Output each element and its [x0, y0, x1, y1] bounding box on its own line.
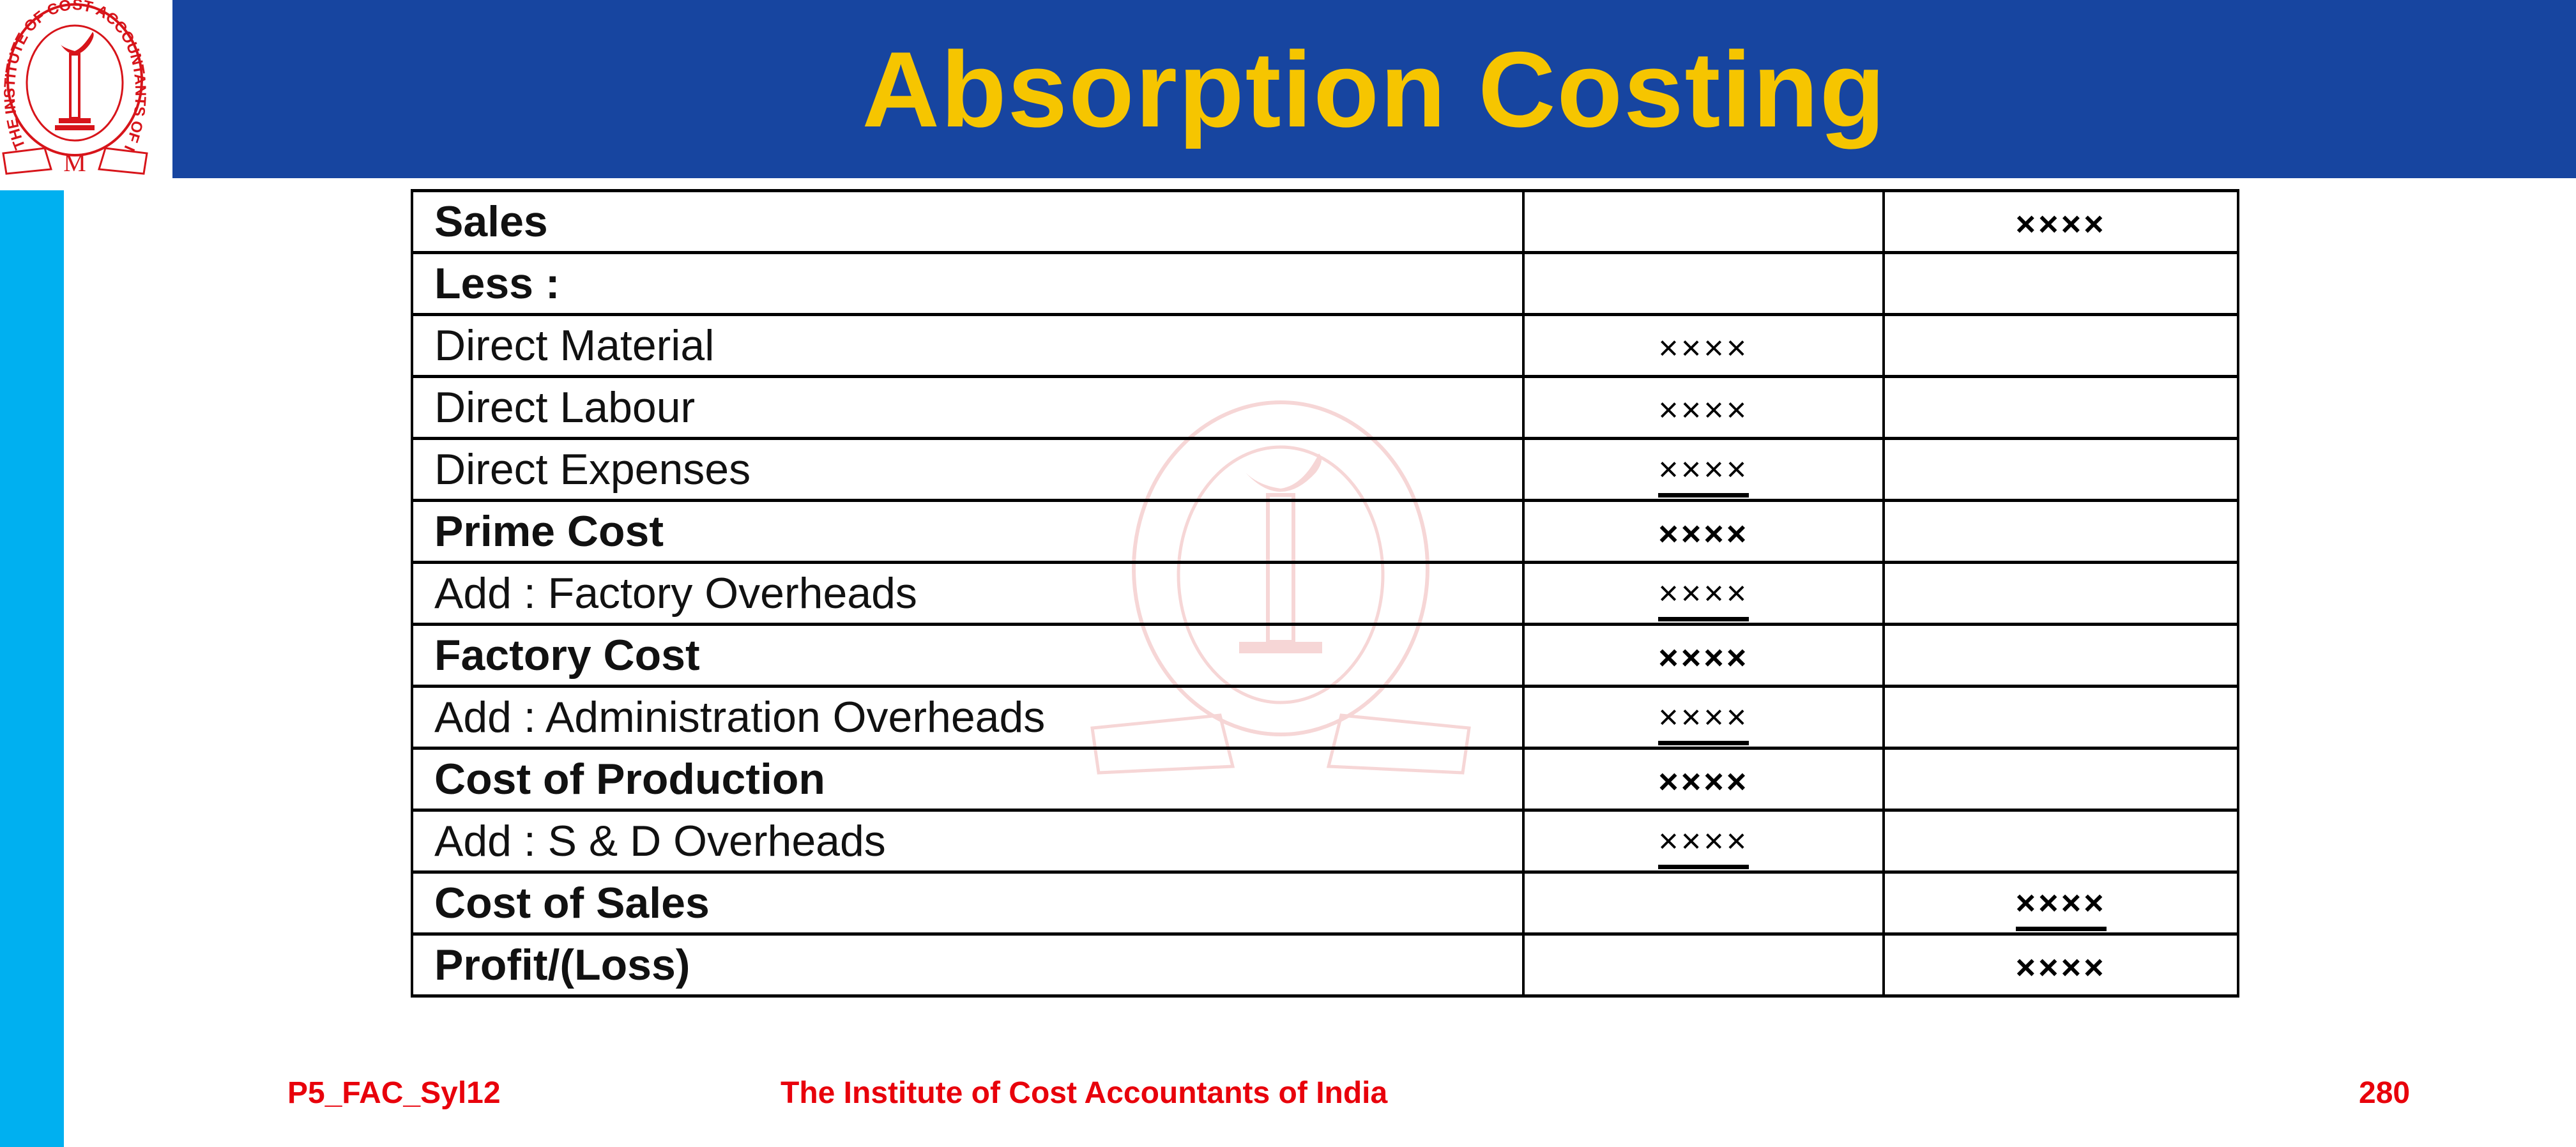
amount-cell: ××××: [1522, 561, 1886, 626]
amount-cell: ××××: [1522, 375, 1886, 440]
row-label: Direct Expenses: [410, 437, 1525, 502]
total-cell: ××××: [1882, 870, 2239, 936]
table-row: Direct Expenses ××××: [410, 437, 2239, 502]
row-label: Cost of Production: [410, 747, 1525, 812]
amount-cell: ××××: [1522, 437, 1886, 502]
title-banner: Absorption Costing: [172, 0, 2576, 178]
total-cell: [1882, 623, 2239, 688]
table-row: Add : Administration Overheads ××××: [410, 685, 2239, 750]
table-row: Sales ××××: [410, 189, 2239, 254]
row-label: Direct Labour: [410, 375, 1525, 440]
amount-cell: ××××: [1522, 499, 1886, 564]
table-row: Cost of Sales ××××: [410, 870, 2239, 936]
institute-logo: THE INSTITUTE OF COST ACCOUNTANTS OF IND…: [0, 0, 150, 179]
footer-page-number: 280: [2359, 1076, 2411, 1110]
row-label: Direct Material: [410, 313, 1525, 378]
table-row: Prime Cost ××××: [410, 499, 2239, 564]
table-row: Profit/(Loss) ××××: [410, 932, 2239, 998]
amount-placeholder: ××××: [1658, 821, 1749, 869]
table-row: Direct Material ××××: [410, 313, 2239, 378]
row-label: Cost of Sales: [410, 870, 1525, 936]
accent-bar: [0, 190, 64, 1147]
svg-text:THE INSTITUTE OF COST ACCOUNTA: THE INSTITUTE OF COST ACCOUNTANTS OF IND…: [0, 0, 149, 154]
row-label: Sales: [410, 189, 1525, 254]
amount-cell: ××××: [1522, 313, 1886, 378]
table-row: Direct Labour ××××: [410, 375, 2239, 440]
total-cell: [1882, 499, 2239, 564]
table-row: Less :: [410, 251, 2239, 316]
table-row: Add : Factory Overheads ××××: [410, 561, 2239, 626]
amount-placeholder: ××××: [1658, 638, 1749, 677]
total-cell: [1882, 375, 2239, 440]
footer-institute: The Institute of Cost Accountants of Ind…: [781, 1076, 1388, 1110]
amount-cell: [1522, 251, 1886, 316]
row-label: Add : Factory Overheads: [410, 561, 1525, 626]
amount-placeholder: ××××: [1658, 514, 1749, 553]
table-row: Cost of Production ××××: [410, 747, 2239, 812]
row-label: Prime Cost: [410, 499, 1525, 564]
footer-code: P5_FAC_Syl12: [287, 1076, 501, 1110]
total-cell: [1882, 251, 2239, 316]
amount-placeholder: ××××: [1658, 697, 1749, 745]
amount-cell: ××××: [1522, 747, 1886, 812]
total-cell: ××××: [1882, 932, 2239, 998]
table-row: Add : S & D Overheads ××××: [410, 809, 2239, 874]
amount-placeholder: ××××: [2015, 883, 2107, 931]
absorption-costing-table: Sales ×××× Less : Direct Material ×××× Direct…: [410, 189, 2239, 998]
amount-cell: [1522, 932, 1886, 998]
row-label: Add : Administration Overheads: [410, 685, 1525, 750]
row-label: Factory Cost: [410, 623, 1525, 688]
amount-placeholder: ××××: [1658, 328, 1749, 367]
row-label: Less :: [410, 251, 1525, 316]
total-cell: [1882, 313, 2239, 378]
amount-placeholder: ××××: [1658, 450, 1749, 498]
svg-text:M: M: [63, 148, 86, 177]
amount-cell: [1522, 870, 1886, 936]
row-label: Add : S & D Overheads: [410, 809, 1525, 874]
total-cell: ××××: [1882, 189, 2239, 254]
amount-placeholder: ××××: [1658, 390, 1749, 429]
amount-cell: ××××: [1522, 685, 1886, 750]
total-cell: [1882, 685, 2239, 750]
total-cell: [1882, 747, 2239, 812]
amount-placeholder: ××××: [2015, 204, 2107, 243]
amount-placeholder: ××××: [1658, 574, 1749, 621]
slide-title: Absorption Costing: [862, 29, 1887, 149]
total-cell: [1882, 437, 2239, 502]
total-cell: [1882, 809, 2239, 874]
amount-cell: ××××: [1522, 809, 1886, 874]
amount-cell: ××××: [1522, 623, 1886, 688]
table-row: Factory Cost ××××: [410, 623, 2239, 688]
amount-placeholder: ××××: [2015, 948, 2107, 987]
total-cell: [1882, 561, 2239, 626]
amount-cell: [1522, 189, 1886, 254]
amount-placeholder: ××××: [1658, 762, 1749, 801]
row-label: Profit/(Loss): [410, 932, 1525, 998]
